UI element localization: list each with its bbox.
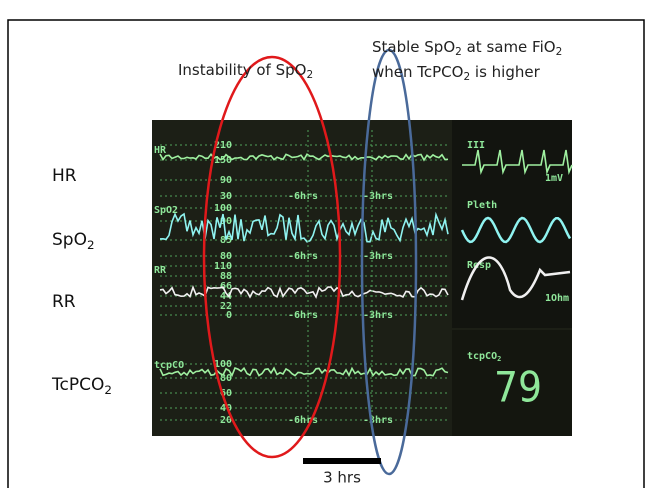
stable-ellipse (360, 48, 418, 476)
subscript: 2 (556, 46, 563, 58)
row-label: HR (52, 166, 77, 186)
trace (159, 152, 449, 162)
text-part: HR (52, 166, 77, 186)
trace (159, 366, 449, 378)
ecg-unit: 1mV (545, 173, 563, 184)
scale-label: 88 (220, 271, 232, 282)
text-part: RR (52, 292, 76, 312)
scale-label: 80 (220, 251, 232, 262)
track-label: tcpCO (154, 360, 184, 371)
subscript: 2 (87, 238, 95, 252)
row-label: RR (52, 292, 76, 312)
time-mark: -3hrs (363, 310, 393, 321)
scale-label: 210 (214, 140, 232, 151)
subscript: 2 (455, 46, 462, 58)
ecg-lead: III (467, 140, 485, 151)
pleth-label: Pleth (467, 200, 497, 211)
resp-label: Resp (467, 260, 491, 271)
text-part: TcPCO (51, 375, 104, 395)
scale-label: 100 (214, 359, 232, 370)
scale-bar-label: 3 hrs (323, 469, 361, 487)
text-part: when TcPCO (372, 63, 463, 81)
scale-label: 90 (220, 175, 232, 186)
instability-ellipse (202, 55, 342, 459)
ecg-trace (462, 149, 573, 175)
scale-label: 85 (220, 235, 232, 246)
scale-label: 90 (220, 216, 232, 227)
time-mark: -3hrs (363, 415, 393, 426)
scale-label: 22 (220, 301, 232, 312)
scale-label: 20 (220, 415, 232, 426)
scale-label: 150 (214, 155, 232, 166)
track-label: RR (154, 265, 167, 276)
resp-trace (460, 256, 571, 301)
stable-label-line2: when TcPCO2 is higher (372, 63, 541, 84)
scale-label: 40 (220, 403, 232, 414)
subscript: 2 (306, 69, 313, 81)
trace (159, 284, 449, 299)
text-part: at same FiO (462, 38, 556, 56)
track-label: SpO2 (154, 205, 178, 216)
time-mark: -6hrs (288, 251, 318, 262)
subscript: 2 (104, 383, 112, 397)
subscript: 2 (463, 71, 470, 83)
time-mark: -6hrs (288, 191, 318, 202)
text-part: Stable SpO (372, 38, 455, 56)
pleth-trace (460, 216, 572, 244)
trace (159, 211, 449, 243)
scale-label: 0 (226, 310, 232, 321)
scale-label: 30 (220, 191, 232, 202)
time-mark: -6hrs (288, 415, 318, 426)
text-part: tcpCO (467, 351, 497, 362)
track-label: HR (154, 145, 167, 156)
row-label: TcPCO2 (51, 375, 112, 397)
scale-label: 60 (220, 388, 232, 399)
tcpco2-value: 79 (494, 363, 542, 412)
tcpco2-label: tcpCO2 (467, 351, 501, 363)
monitor-content: 210 150 90 30 -6hrs -3hrs HR 100 90 85 80 -6hrs -3hr… (154, 130, 573, 426)
text-part: Instability of SpO (178, 61, 306, 79)
scale-label: 66 (220, 281, 232, 292)
tcpco2-panel (452, 330, 572, 436)
subscript: 2 (497, 355, 501, 363)
resp-unit: 1Ohm (545, 293, 569, 304)
instability-label: Instability of SpO2 (178, 61, 313, 82)
scale-label: 110 (214, 261, 232, 272)
text-part: SpO (52, 230, 87, 250)
time-mark: -6hrs (288, 310, 318, 321)
row-label: SpO2 (52, 230, 95, 252)
stable-label-line1: Stable SpO2 at same FiO2 (372, 38, 562, 59)
scale-label: 44 (220, 291, 232, 302)
scale-bar (303, 458, 381, 464)
scale-label: 80 (220, 373, 232, 384)
time-mark: -3hrs (363, 191, 393, 202)
scale-label: 100 (214, 203, 232, 214)
text-part: is higher (470, 63, 540, 81)
time-mark: -3hrs (363, 251, 393, 262)
